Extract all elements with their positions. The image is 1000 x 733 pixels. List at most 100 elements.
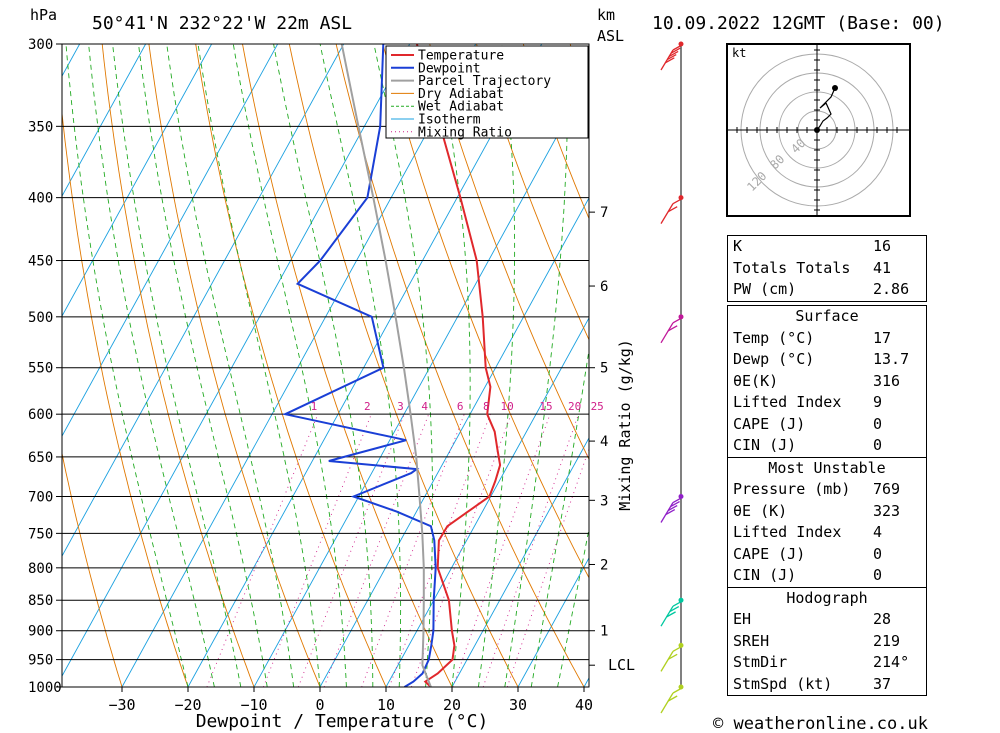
index-key: Lifted Index (733, 523, 842, 541)
wind-barb-feather (672, 44, 683, 51)
index-key: StmDir (733, 653, 788, 671)
mixing-ratio-line (410, 414, 512, 687)
wind-level-dot (678, 195, 684, 201)
dry-adiabat-line (429, 44, 589, 461)
index-value: 37 (873, 674, 892, 693)
surface-table: Surface Temp (°C) 17 Dewp (°C) 13.7 θE(K) 3… (727, 305, 927, 696)
legend-entry-label: Mixing Ratio (418, 125, 512, 140)
mixing-ratio-label: 6 (457, 400, 464, 413)
dry-adiabat-line (242, 44, 453, 687)
index-value: 17 (873, 328, 892, 347)
temperature-tick-label: 10 (377, 696, 395, 714)
wet-adiabat-line (232, 44, 347, 687)
index-value: 0 (873, 544, 883, 563)
wet-adiabat-line (273, 44, 374, 687)
index-value: 2.86 (873, 280, 910, 298)
isotherm-line (62, 44, 147, 198)
wind-barb-staff (660, 322, 674, 344)
wind-profile (660, 41, 684, 714)
index-key: K (733, 237, 743, 255)
pressure-tick-label: 400 (28, 191, 53, 207)
wind-level-dot (678, 314, 684, 320)
km-label: km (597, 6, 615, 24)
wet-adiabat-line (65, 44, 189, 687)
index-row: CAPE (J) 0 (728, 414, 926, 436)
wind-barb-staff (660, 692, 674, 714)
most-unstable-title: Most Unstable (728, 456, 926, 480)
index-row: Pressure (mb) 769 (728, 479, 926, 501)
indices-top-table: K 16 Totals Totals 41 PW (cm) 2.86 (727, 235, 927, 302)
credit: © weatheronline.co.uk (713, 714, 928, 733)
wind-barb-staff (660, 203, 674, 224)
wet-adiabat-line (112, 44, 242, 687)
lcl-label: LCL (608, 656, 635, 674)
hodograph-unit-label: kt (732, 46, 746, 60)
isotherm-line (62, 44, 345, 558)
legend-entry-label: Wet Adiabat (418, 100, 504, 115)
index-value: 9 (873, 393, 883, 411)
isotherm-line (187, 44, 543, 687)
index-row: Lifted Index 9 (728, 392, 926, 414)
index-key: Dewp (°C) (733, 350, 815, 368)
isotherm-line (62, 44, 411, 678)
wet-adiabat-line (530, 346, 589, 687)
wet-adiabat-line (373, 44, 434, 687)
isotherm-line (121, 44, 477, 687)
index-value: 219 (873, 631, 901, 650)
legend-entry-label: Dewpoint (418, 61, 481, 76)
pressure-tick-label: 800 (28, 561, 53, 577)
mixing-ratio-line (262, 414, 372, 687)
mixing-ratio-label: 20 (568, 400, 581, 413)
wind-barb-feather (667, 325, 678, 332)
hodograph-trace (816, 87, 836, 131)
temperature-tick-label: 20 (443, 696, 461, 714)
hodograph-end-dot (832, 85, 838, 91)
isotherm-line (385, 316, 589, 687)
pressure-tick-label: 600 (28, 407, 53, 423)
pressure-tick-label: 300 (28, 37, 53, 53)
index-value: 316 (873, 371, 901, 390)
index-value: 16 (873, 237, 892, 255)
wind-barb (660, 600, 683, 627)
legend-entry-label: Dry Adiabat (418, 87, 504, 102)
wet-adiabat-line (166, 44, 295, 687)
isotherm-line (517, 556, 589, 687)
index-value: 0 (873, 566, 883, 584)
dewpoint-line (282, 44, 437, 687)
wind-level-dot (678, 41, 684, 47)
wind-barb (660, 317, 683, 344)
index-key: SREH (733, 631, 770, 650)
km-tick-label: 4 (600, 434, 608, 450)
index-row: θE (K) 323 (728, 501, 926, 523)
wind-barb-staff (660, 651, 674, 672)
index-key: θE (K) (733, 501, 788, 520)
index-value: 323 (873, 501, 901, 520)
wind-barb-feather (665, 57, 675, 64)
wind-level-dot (678, 684, 684, 690)
index-row: Temp (°C) 17 (728, 328, 926, 350)
wind-level-dot (678, 642, 684, 648)
parcel-trajectory-line (340, 44, 432, 687)
dry-adiabat-line (991, 44, 1000, 687)
index-key: EH (733, 610, 752, 628)
wet-adiabat-line (434, 44, 471, 687)
wind-level-dot (678, 597, 684, 603)
index-value: 28 (873, 610, 892, 628)
legend-entry-label: Parcel Trajectory (418, 74, 551, 89)
isobars (62, 43, 589, 688)
index-key: CIN (J) (733, 436, 797, 454)
index-row: θE(K) 316 (728, 371, 926, 393)
dry-adiabat-line (944, 44, 1000, 687)
pressure-tick-label: 350 (28, 119, 53, 135)
isotherm-line (451, 436, 589, 687)
index-value: 0 (873, 414, 883, 433)
pressure-tick-label: 850 (28, 593, 53, 609)
wind-barb-feather (666, 611, 676, 618)
mixing-ratio-axis-label: Mixing Ratio (g/kg) (616, 339, 634, 511)
pressure-tick-label: 700 (28, 490, 53, 506)
index-row: Totals Totals 41 (728, 258, 926, 280)
wet-adiabat-line (319, 44, 402, 687)
index-row: CIN (J) 0 (728, 565, 926, 587)
mixing-ratio-label: 3 (397, 400, 404, 413)
